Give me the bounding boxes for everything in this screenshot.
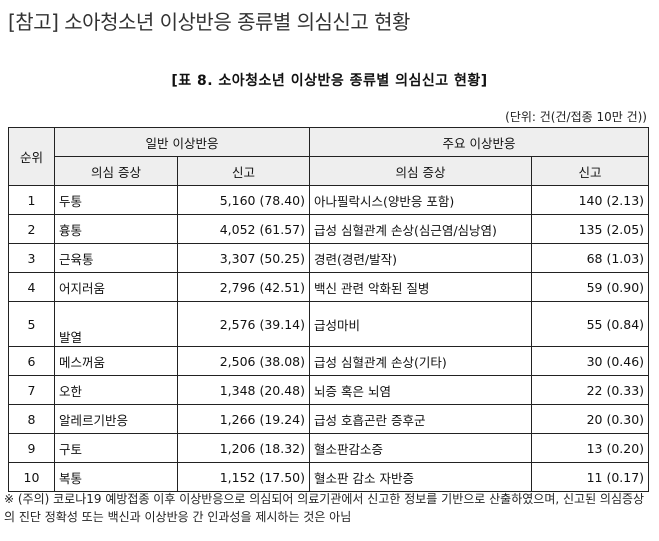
major-report-cell: 30 (0.46) [531, 346, 650, 376]
table-row: 5 발열 2,576 (39.14) 급성마비 55 (0.84) [8, 301, 650, 347]
general-report-cell: 1,266 (19.24) [176, 404, 311, 434]
general-report-cell: 1,152 (17.50) [176, 462, 311, 492]
header-major-symptom: 의심 증상 [309, 156, 533, 186]
major-report-cell: 22 (0.33) [531, 375, 650, 405]
general-report-cell: 5,160 (78.40) [176, 185, 311, 215]
general-report-cell: 4,052 (61.57) [176, 214, 311, 244]
footnote: ※ (주의) 코로나19 예방접종 이후 이상반응으로 의심되어 의료기관에서 … [4, 492, 645, 524]
rank-cell: 4 [8, 272, 55, 302]
major-symptom-cell: 혈소판 감소 자반증 [309, 462, 533, 492]
major-symptom-cell: 경련(경련/발작) [309, 243, 533, 273]
major-report-cell: 20 (0.30) [531, 404, 650, 434]
general-symptom-cell: 두통 [54, 185, 178, 215]
major-symptom-cell: 혈소판감소증 [309, 433, 533, 463]
general-report-cell: 1,206 (18.32) [176, 433, 311, 463]
header-general-symptom: 의심 증상 [54, 156, 178, 186]
table-row: 4 어지러움 2,796 (42.51) 백신 관련 악화된 질병 59 (0.… [8, 272, 650, 302]
table-row: 8 알레르기반응 1,266 (19.24) 급성 호흡곤란 증후군 20 (0… [8, 404, 650, 434]
header-major: 주요 이상반응 [309, 127, 650, 157]
rank-cell: 2 [8, 214, 55, 244]
general-report-cell: 2,576 (39.14) [176, 301, 311, 347]
general-report-cell: 2,506 (38.08) [176, 346, 311, 376]
general-symptom-cell: 오한 [54, 375, 178, 405]
table-row: 3 근육통 3,307 (50.25) 경련(경련/발작) 68 (1.03) [8, 243, 650, 273]
major-report-cell: 140 (2.13) [531, 185, 650, 215]
table-row: 1 두통 5,160 (78.40) 아나필락시스(양반응 포함) 140 (2… [8, 185, 650, 215]
general-symptom-cell: 발열 [54, 301, 178, 347]
table-row: 6 메스꺼움 2,506 (38.08) 급성 심혈관계 손상(기타) 30 (… [8, 346, 650, 376]
header-major-report: 신고 [531, 156, 650, 186]
adverse-reaction-table: 순위 일반 이상반응 주요 이상반응 의심 증상 신고 의심 증상 신고 1 두… [8, 127, 650, 492]
major-symptom-cell: 급성 심혈관계 손상(심근염/심낭염) [309, 214, 533, 244]
general-symptom-cell: 복통 [54, 462, 178, 492]
rank-cell: 8 [8, 404, 55, 434]
general-symptom-cell: 어지러움 [54, 272, 178, 302]
major-report-cell: 135 (2.05) [531, 214, 650, 244]
general-symptom-cell: 알레르기반응 [54, 404, 178, 434]
header-general: 일반 이상반응 [53, 127, 311, 157]
major-symptom-cell: 급성 심혈관계 손상(기타) [309, 346, 533, 376]
major-report-cell: 59 (0.90) [531, 272, 650, 302]
major-report-cell: 13 (0.20) [531, 433, 650, 463]
general-report-cell: 1,348 (20.48) [176, 375, 311, 405]
general-symptom-cell: 구토 [54, 433, 178, 463]
general-report-cell: 2,796 (42.51) [176, 272, 311, 302]
general-symptom-cell: 근육통 [54, 243, 178, 273]
table-title: [표 8. 소아청소년 이상반응 종류별 의심신고 현황] [171, 73, 488, 89]
major-symptom-cell: 뇌증 혹은 뇌염 [309, 375, 533, 405]
rank-cell: 6 [8, 346, 55, 376]
header-general-report: 신고 [176, 156, 311, 186]
rank-cell: 7 [8, 375, 55, 405]
page-heading: [참고] 소아청소년 이상반응 종류별 의심신고 현황 [8, 10, 410, 34]
table-row: 2 흉통 4,052 (61.57) 급성 심혈관계 손상(심근염/심낭염) 1… [8, 214, 650, 244]
table-row: 9 구토 1,206 (18.32) 혈소판감소증 13 (0.20) [8, 433, 650, 463]
rank-cell: 5 [8, 301, 55, 347]
rank-cell: 9 [8, 433, 55, 463]
major-symptom-cell: 백신 관련 악화된 질병 [309, 272, 533, 302]
rank-cell: 10 [8, 462, 55, 492]
major-symptom-cell: 급성 호흡곤란 증후군 [309, 404, 533, 434]
general-symptom-cell: 메스꺼움 [54, 346, 178, 376]
header-rank: 순위 [8, 127, 55, 186]
table-row: 10 복통 1,152 (17.50) 혈소판 감소 자반증 11 (0.17) [8, 462, 650, 492]
general-report-cell: 3,307 (50.25) [176, 243, 311, 273]
general-symptom-cell: 흉통 [54, 214, 178, 244]
major-symptom-cell: 아나필락시스(양반응 포함) [309, 185, 533, 215]
unit-note: (단위: 건(건/접종 10만 건)) [505, 110, 647, 124]
major-report-cell: 11 (0.17) [531, 462, 650, 492]
major-report-cell: 68 (1.03) [531, 243, 650, 273]
major-symptom-cell: 급성마비 [309, 301, 533, 347]
table-row: 7 오한 1,348 (20.48) 뇌증 혹은 뇌염 22 (0.33) [8, 375, 650, 405]
rank-cell: 3 [8, 243, 55, 273]
rank-cell: 1 [8, 185, 55, 215]
major-report-cell: 55 (0.84) [531, 301, 650, 347]
